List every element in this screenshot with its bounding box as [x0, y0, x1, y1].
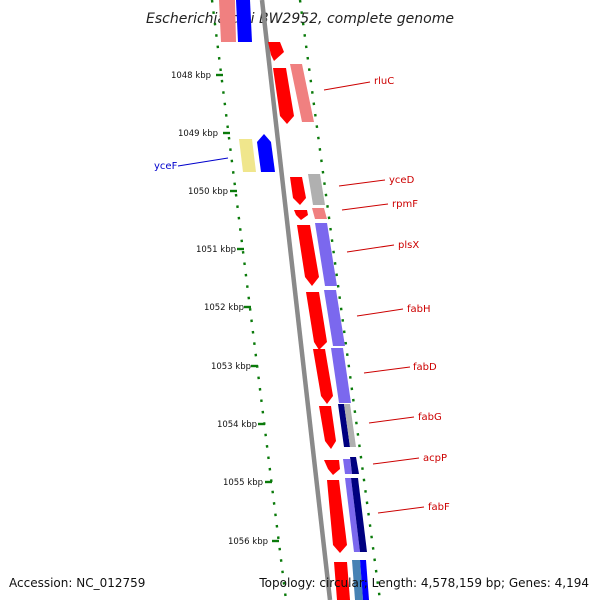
cog-acpP-2: [350, 457, 359, 474]
cds-acpP: [324, 460, 340, 475]
cog-fabH: [324, 290, 345, 346]
gene-label-rpmF: rpmF: [392, 199, 418, 210]
cog-fabG-1: [338, 404, 350, 447]
gene-label-fabG: fabG: [418, 412, 442, 423]
kbp-label: 1051 kbp: [196, 245, 236, 255]
kbp-ticks: [216, 73, 279, 543]
genome-backbone: [259, 0, 333, 600]
kbp-label: 1056 kbp: [228, 537, 268, 547]
cds-plsX: [297, 225, 319, 286]
gc-track-left: [210, 0, 288, 600]
plus-strand-features: [268, 42, 369, 600]
cds-fabF: [327, 480, 347, 553]
cog-fabD: [331, 348, 351, 403]
gene-label-fabH: fabH: [407, 304, 431, 315]
cds-small-top: [268, 42, 284, 61]
cog-acpP-1: [343, 459, 352, 474]
cds-yceD: [290, 177, 306, 205]
cds-minus-partial: [219, 0, 236, 42]
cog-bottom-partial-2: [360, 560, 369, 600]
gene-label-yceD: yceD: [389, 175, 415, 186]
cds-rpmF: [294, 210, 308, 220]
accession-text: Accession: NC_012759: [9, 576, 146, 590]
cds-fabG: [319, 406, 336, 449]
cds-yceF: [239, 139, 256, 172]
label-leaders: [177, 81, 425, 514]
kbp-label: 1052 kbp: [204, 303, 244, 313]
gene-label-fabD: fabD: [413, 362, 437, 373]
cog-fabG-2: [344, 404, 356, 447]
cds-fabD: [313, 349, 333, 404]
minus-strand-features: [219, 0, 275, 172]
cds-rluC: [273, 68, 294, 124]
cog-fabF-2: [351, 478, 367, 552]
kbp-label: 1054 kbp: [217, 420, 257, 430]
cog-rpmF: [312, 208, 327, 219]
gene-label-yceF: yceF: [154, 161, 178, 172]
cog-rluC: [290, 64, 314, 122]
gene-label-plsX: plsX: [398, 240, 419, 251]
gene-label-acpP: acpP: [423, 453, 447, 464]
kbp-label: 1053 kbp: [211, 362, 251, 372]
cog-yceF: [257, 134, 275, 172]
genome-title: Escherichia coli BW2952, complete genome: [146, 11, 454, 27]
kbp-label: 1050 kbp: [188, 187, 228, 197]
topology-text: Topology: circular; Length: 4,578,159 bp…: [259, 576, 589, 590]
cog-fabF-1: [345, 478, 360, 552]
gene-label-rluC: rluC: [374, 76, 394, 87]
cog-bottom-partial-1: [352, 560, 363, 600]
kbp-labels: 1048 kbp 1049 kbp 1050 kbp 1051 kbp 1052…: [171, 71, 268, 547]
cog-yceD: [308, 174, 325, 205]
gene-labels: rluC yceF yceD rpmF plsX fabH fabD fabG …: [154, 76, 450, 513]
cds-fabH: [306, 292, 327, 350]
cog-plsX: [315, 223, 337, 286]
kbp-label: 1048 kbp: [171, 71, 211, 81]
kbp-label: 1055 kbp: [223, 478, 263, 488]
cds-bottom-partial: [334, 562, 350, 600]
cog-minus-partial: [236, 0, 252, 42]
kbp-label: 1049 kbp: [178, 129, 218, 139]
gene-label-fabF: fabF: [428, 502, 450, 513]
